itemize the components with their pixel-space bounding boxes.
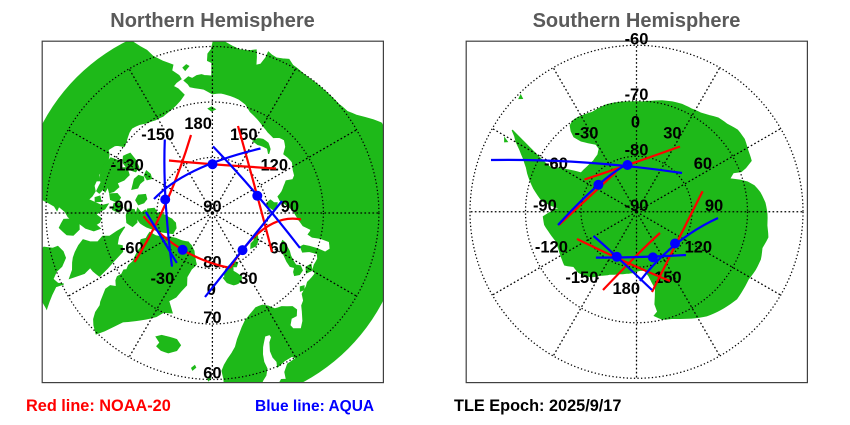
svg-text:-60: -60 bbox=[544, 155, 568, 173]
svg-text:-90: -90 bbox=[625, 197, 649, 215]
svg-text:-30: -30 bbox=[150, 270, 174, 288]
svg-text:180: 180 bbox=[184, 115, 212, 133]
svg-text:Northern Hemisphere: Northern Hemisphere bbox=[110, 10, 315, 32]
svg-text:120: 120 bbox=[260, 156, 288, 174]
svg-text:150: 150 bbox=[230, 126, 258, 144]
svg-text:-150: -150 bbox=[141, 126, 174, 144]
svg-text:-60: -60 bbox=[625, 30, 649, 48]
svg-text:-120: -120 bbox=[535, 238, 568, 256]
svg-text:120: 120 bbox=[685, 238, 713, 256]
svg-text:90: 90 bbox=[203, 198, 221, 216]
svg-text:Southern Hemisphere: Southern Hemisphere bbox=[533, 10, 741, 32]
svg-text:Red line: NOAA-20: Red line: NOAA-20 bbox=[26, 397, 171, 415]
svg-text:0: 0 bbox=[631, 114, 640, 132]
svg-text:-90: -90 bbox=[533, 197, 557, 215]
svg-text:-90: -90 bbox=[109, 198, 133, 216]
svg-text:-30: -30 bbox=[575, 125, 599, 143]
svg-text:90: 90 bbox=[281, 198, 299, 216]
svg-text:-80: -80 bbox=[625, 141, 649, 159]
svg-text:-150: -150 bbox=[565, 269, 598, 287]
svg-text:-70: -70 bbox=[625, 86, 649, 104]
svg-text:30: 30 bbox=[239, 270, 257, 288]
svg-text:180: 180 bbox=[612, 280, 640, 298]
svg-text:60: 60 bbox=[270, 240, 288, 258]
svg-text:60: 60 bbox=[694, 155, 712, 173]
svg-text:30: 30 bbox=[663, 125, 681, 143]
svg-text:-120: -120 bbox=[111, 156, 144, 174]
svg-text:Blue line: AQUA: Blue line: AQUA bbox=[255, 398, 374, 415]
svg-text:-60: -60 bbox=[120, 240, 144, 258]
svg-text:70: 70 bbox=[203, 309, 221, 327]
svg-text:60: 60 bbox=[203, 365, 221, 383]
svg-text:TLE Epoch: 2025/9/17: TLE Epoch: 2025/9/17 bbox=[454, 397, 621, 415]
svg-text:90: 90 bbox=[705, 197, 723, 215]
